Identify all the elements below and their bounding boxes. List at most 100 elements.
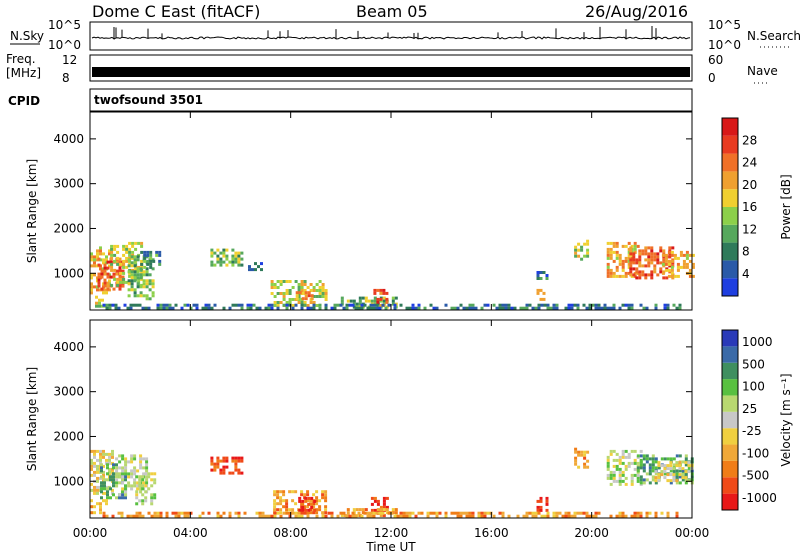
power-echo-cell [148,288,152,292]
velocity-echo-cell [282,511,286,515]
velocity-echo-cell [102,499,105,503]
power-echo-cell [279,283,283,286]
velocity-echo-cell [298,496,302,500]
power-echo-cell [240,251,244,255]
power-echo-cell [444,303,448,307]
power-echo-cell [254,262,257,266]
power-echo-cell [165,303,169,307]
velocity-echo-cell [303,505,307,509]
velocity-echo-cell [222,459,226,463]
velocity-echo-cell [121,478,124,482]
velocity-echo-cell [477,514,481,518]
power-echo-cell [300,280,304,283]
velocity-echo-cell [663,470,667,474]
velocity-echo-cell [552,511,556,515]
power-echo-cell [606,262,610,266]
velocity-echo-cell [618,467,622,471]
power-echo-cell [618,259,622,263]
velocity-echo-cell [234,511,238,515]
power-echo-cell [606,250,610,254]
power-echo-cell [382,296,386,300]
power-echo-cell [324,292,328,295]
power-echo-cell [340,299,344,303]
velocity-echo-cell [324,508,328,512]
velocity-colorbar-tick: 500 [742,357,765,371]
power-echo-cell [656,273,660,277]
velocity-echo-cell [414,514,418,518]
power-echo-cell [671,246,675,250]
power-echo-cell [125,280,129,284]
power-echo-cell [152,259,156,263]
power-echo-cell [364,296,368,300]
velocity-echo-cell [282,490,286,494]
power-echo-cell [140,277,144,281]
power-echo-cell [158,250,162,254]
power-echo-cell [158,259,162,263]
velocity-echo-cell [618,514,622,518]
power-echo-cell [570,303,574,307]
velocity-echo-cell [672,473,676,477]
power-echo-cell [146,253,150,257]
power-echo-cell [97,284,101,288]
velocity-echo-cell [675,469,679,473]
velocity-echo-cell [285,508,289,512]
power-echo-cell [647,273,651,277]
power-echo-cell [641,252,645,256]
velocity-echo-cell [216,462,220,466]
velocity-echo-cell [630,449,634,453]
velocity-echo-cell [577,453,581,457]
velocity-y-tick-label: 2000 [53,429,84,443]
velocity-echo-cell [465,511,469,515]
power-echo-cell [536,288,540,292]
velocity-echo-cell [144,484,148,488]
velocity-echo-cell [678,461,682,465]
velocity-echo-cell [99,502,102,506]
power-echo-cell [664,256,668,260]
velocity-echo-region [90,499,108,515]
power-echo-cell [282,298,286,301]
velocity-echo-region [654,461,694,483]
power-echo-cell [121,284,125,288]
power-echo-cell [536,291,540,295]
power-echo-cell [96,255,99,259]
power-echo-cell [297,286,301,289]
power-echo-cell [615,244,619,248]
velocity-echo-cell [618,482,622,486]
velocity-echo-cell [133,466,137,470]
velocity-echo-cell [639,511,643,515]
power-echo-cell [670,259,674,263]
power-echo-cell [254,268,257,272]
power-echo-cell [507,303,511,307]
power-echo-cell [654,303,658,307]
power-echo-cell [618,274,622,278]
power-echo-cell [333,306,337,310]
time-tick-label: 16:00 [474,526,509,540]
velocity-echo-cell [435,514,439,518]
velocity-echo-cell [144,499,148,503]
power-echo-cell [659,246,663,250]
power-colorbar-cell [722,153,738,172]
velocity-echo-cell [555,511,559,515]
power-echo-cell [96,252,99,256]
power-echo-cell [276,286,280,289]
velocity-echo-cell [648,457,652,461]
velocity-echo-cell [267,514,271,518]
velocity-echo-cell [545,502,549,506]
power-echo-cell [574,254,578,258]
power-echo-cell [612,250,616,254]
velocity-echo-cell [639,463,643,467]
velocity-echo-cell [300,514,304,518]
velocity-echo-cell [219,468,223,472]
power-echo-cell [142,282,146,286]
velocity-colorbar-tick: -500 [742,469,769,483]
velocity-echo-cell [588,514,592,518]
power-echo-cell [130,285,134,289]
velocity-echo-cell [111,452,114,456]
velocity-echo-cell [681,473,685,477]
power-echo-cell [96,288,99,292]
power-echo-cell [653,267,657,271]
velocity-echo-cell [121,496,124,500]
velocity-echo-cell [276,496,280,500]
power-echo-cell [635,270,639,274]
velocity-echo-cell [300,493,304,497]
